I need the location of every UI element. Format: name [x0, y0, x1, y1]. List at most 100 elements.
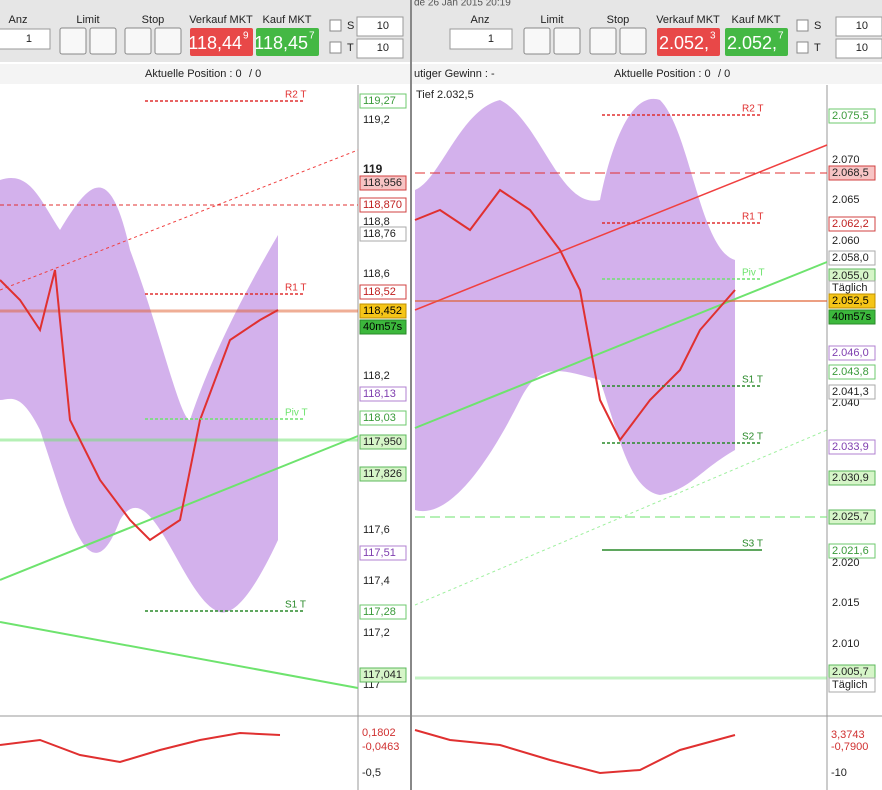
label: S — [814, 20, 821, 32]
macd-label: 0,1802 — [362, 727, 396, 739]
price-box — [359, 303, 407, 319]
macd-label: 3,3743 — [831, 729, 865, 741]
price-box-label: 117,041 — [363, 669, 402, 681]
checkbox[interactable] — [796, 19, 809, 32]
axis-label: 2.040 — [832, 397, 860, 409]
pivot-label: S1 T — [742, 375, 763, 386]
label: Limit — [540, 14, 563, 26]
price-box-label: 117,826 — [363, 468, 402, 480]
axis-label: 118,6 — [363, 268, 390, 280]
pivot-label: S1 T — [285, 600, 306, 611]
price-box-label: 2.041,3 — [832, 386, 869, 398]
price-box — [828, 509, 876, 525]
price-box — [359, 226, 407, 242]
buy-button[interactable] — [725, 28, 788, 56]
label: T — [347, 42, 354, 54]
price-box — [359, 545, 407, 561]
trend-line — [0, 621, 359, 689]
window-title: de 26 Jan 2015 20:19 — [414, 0, 511, 9]
axis-label: 117,6 — [363, 524, 390, 536]
label: Limit — [76, 14, 99, 26]
order-button[interactable] — [89, 27, 117, 55]
quantity-input[interactable] — [835, 38, 882, 59]
price-box-label: 2.033,9 — [832, 441, 869, 453]
buy-button[interactable] — [256, 28, 319, 56]
price-box — [359, 93, 407, 109]
label: T — [814, 42, 821, 54]
price-box-label: 2.046,0 — [832, 347, 869, 359]
position-count: / 0 — [718, 68, 730, 80]
price-box-label: 119,27 — [363, 95, 396, 107]
price-box-label: 118,13 — [363, 388, 396, 400]
price-sup: 7 — [309, 31, 315, 42]
price-sup: 7 — [778, 31, 784, 42]
order-button[interactable] — [589, 27, 617, 55]
low-label: Tief 2.032,5 — [416, 89, 474, 101]
price-box — [359, 319, 407, 335]
quantity-input[interactable] — [356, 16, 404, 37]
price-box-label: Täglich — [832, 679, 867, 691]
order-button[interactable] — [59, 27, 87, 55]
label: Anz — [9, 14, 28, 26]
label: S — [347, 20, 354, 32]
price: 118,45 — [254, 33, 308, 53]
axis-label: 117,4 — [363, 575, 390, 587]
sell-button[interactable] — [190, 28, 253, 56]
pivot-label: R1 T — [742, 212, 764, 223]
position: Aktuelle Position : 0 — [145, 68, 242, 80]
trend-line — [0, 149, 359, 291]
pivot-label: S3 T — [742, 539, 763, 550]
axis-label: 117,2 — [363, 627, 390, 639]
price-box-label: 40m57s — [363, 321, 403, 333]
order-button[interactable] — [154, 27, 182, 55]
price-box — [359, 175, 407, 191]
price-box-label: Täglich — [832, 282, 867, 294]
quantity-input[interactable] — [835, 16, 882, 37]
price-box — [828, 470, 876, 486]
price-box-label: 2.075,5 — [832, 110, 869, 122]
price-box — [828, 293, 876, 309]
quantity-input[interactable] — [0, 28, 51, 50]
quantity-input[interactable] — [356, 38, 404, 59]
order-button[interactable] — [523, 27, 551, 55]
price-box-label: 118,956 — [363, 177, 402, 189]
trend-line — [414, 429, 828, 606]
axis-label: 119 — [363, 162, 383, 176]
price-box-label: 2.021,6 — [832, 545, 869, 557]
price-box-label: 117,28 — [363, 606, 396, 618]
quantity: 1 — [26, 33, 32, 45]
price-box-label: 2.062,2 — [832, 218, 869, 230]
checkbox[interactable] — [796, 41, 809, 54]
info-bar-right — [412, 64, 882, 84]
pivot-label: R2 T — [285, 90, 307, 101]
axis-label: 2.065 — [832, 194, 860, 206]
ma-line — [414, 188, 736, 442]
checkbox[interactable] — [329, 19, 342, 32]
info-bar-left — [0, 64, 410, 84]
price-box-label: 2.055,0 — [832, 270, 869, 282]
checkbox[interactable] — [329, 41, 342, 54]
macd-line — [0, 731, 281, 764]
quantity-input[interactable] — [449, 28, 513, 50]
price-box — [359, 466, 407, 482]
order-button[interactable] — [619, 27, 647, 55]
price: 2.052, — [659, 33, 709, 53]
price-box-label: 40m57s — [832, 311, 872, 323]
price-box — [359, 284, 407, 300]
band — [415, 98, 735, 512]
axis-label: 2.010 — [832, 638, 860, 650]
position: Aktuelle Position : 0 — [614, 68, 711, 80]
axis-label: 2.070 — [832, 154, 860, 166]
axis-label: 2.060 — [832, 235, 860, 247]
price-box — [828, 108, 876, 124]
price-box-label: 118,03 — [363, 412, 396, 424]
divider — [410, 0, 412, 790]
order-button[interactable] — [553, 27, 581, 55]
price-box-label: 2.058,0 — [832, 252, 869, 264]
order-button[interactable] — [124, 27, 152, 55]
price-box — [359, 667, 407, 683]
price-box — [828, 364, 876, 380]
sell-button[interactable] — [657, 28, 720, 56]
quantity: 10 — [377, 42, 389, 54]
